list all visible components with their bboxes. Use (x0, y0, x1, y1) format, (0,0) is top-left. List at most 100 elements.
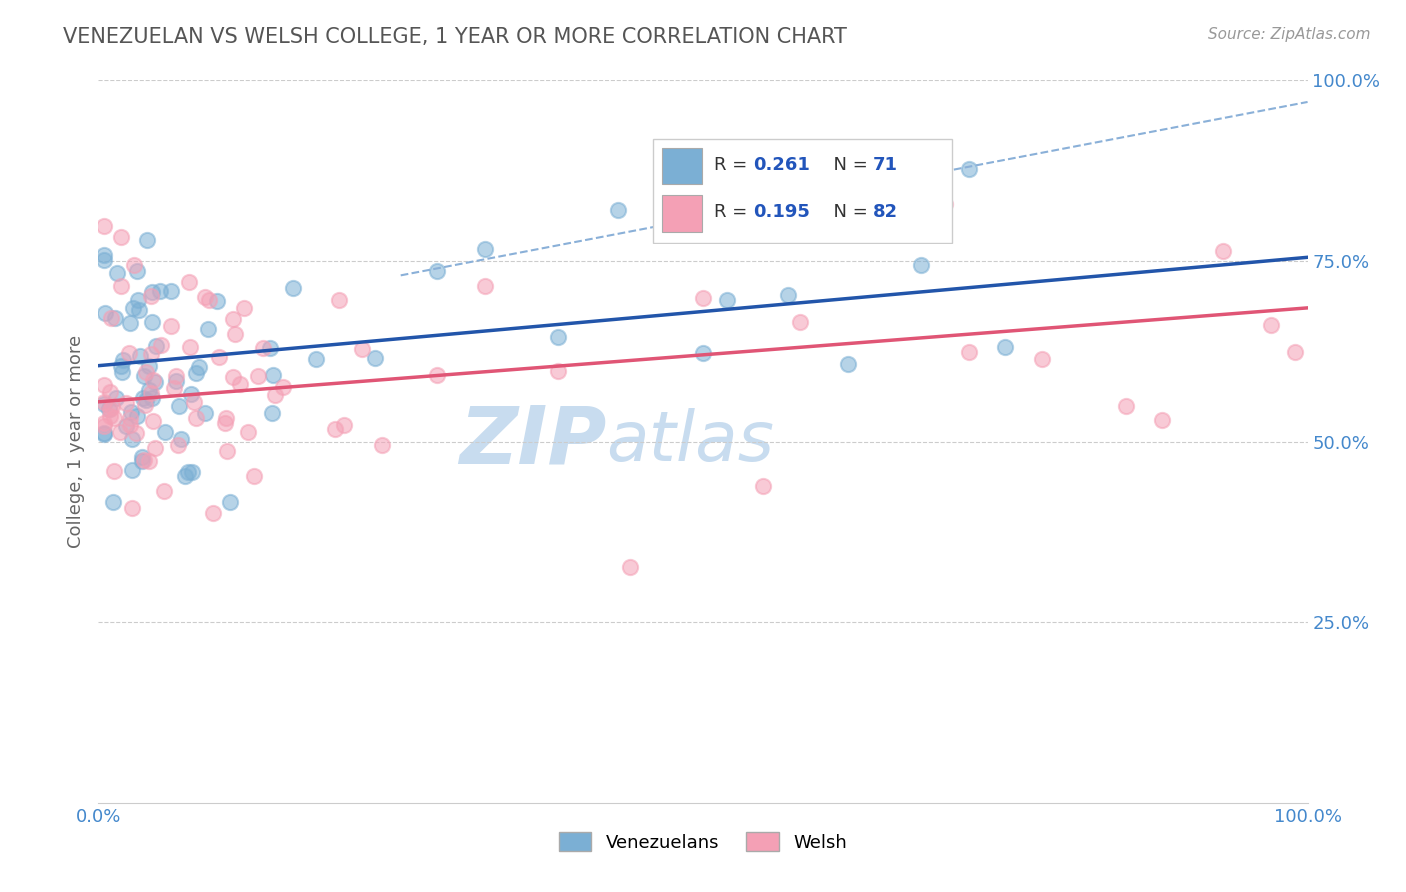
Point (619, 560, 641, 574)
Point (371, 438, 394, 452)
Point (110, 229, 132, 244)
Point (194, 290, 217, 304)
Point (259, 342, 281, 356)
Point (93, 418, 115, 433)
Point (141, 414, 163, 428)
Point (139, 386, 162, 401)
Point (233, 301, 256, 315)
Point (104, 391, 127, 405)
Point (333, 418, 356, 433)
Point (789, 315, 811, 329)
Point (197, 322, 219, 336)
Point (1031, 352, 1053, 367)
Point (692, 291, 714, 305)
Point (179, 340, 201, 354)
Point (121, 432, 143, 446)
Point (873, 183, 896, 197)
Point (143, 376, 166, 390)
Point (159, 318, 181, 333)
Point (934, 197, 956, 211)
Point (98, 401, 121, 416)
Point (101, 495, 124, 509)
Point (149, 338, 172, 352)
Point (426, 264, 449, 278)
Point (243, 468, 266, 483)
Point (271, 380, 294, 394)
Point (129, 349, 152, 363)
Point (217, 444, 239, 458)
Point (957, 161, 980, 176)
Point (957, 344, 980, 359)
Text: 0.195: 0.195 (754, 203, 810, 221)
Point (222, 370, 245, 384)
Point (281, 281, 304, 295)
Point (135, 366, 157, 380)
Point (97, 401, 120, 416)
Point (118, 410, 141, 425)
Point (180, 465, 202, 479)
Point (177, 465, 200, 479)
Point (138, 454, 160, 468)
Point (107, 266, 129, 280)
Point (205, 293, 228, 308)
Point (328, 293, 350, 307)
Point (1284, 345, 1306, 359)
Point (474, 278, 496, 293)
Point (202, 506, 225, 520)
Point (262, 368, 284, 382)
Point (101, 400, 124, 414)
Point (121, 501, 143, 516)
Point (994, 340, 1017, 354)
Point (692, 346, 714, 360)
Point (1115, 399, 1137, 413)
Point (323, 422, 346, 436)
Point (127, 264, 149, 278)
Point (94, 306, 117, 320)
Text: R =: R = (714, 203, 752, 221)
Point (215, 411, 238, 425)
Point (184, 411, 207, 425)
Point (236, 425, 259, 439)
Point (262, 406, 284, 420)
Point (103, 465, 125, 479)
Point (103, 411, 125, 425)
Point (1212, 244, 1234, 259)
Point (93, 253, 115, 268)
Point (93, 378, 115, 392)
Point (165, 374, 187, 388)
Point (93, 248, 115, 262)
Text: Source: ZipAtlas.com: Source: ZipAtlas.com (1208, 27, 1371, 42)
Point (837, 357, 859, 371)
Point (166, 438, 188, 452)
Point (607, 203, 630, 218)
Point (247, 368, 270, 383)
Point (139, 288, 162, 302)
Point (110, 359, 132, 374)
Text: N =: N = (823, 203, 873, 221)
Point (1260, 318, 1282, 333)
Y-axis label: College, 1 year or more: College, 1 year or more (66, 335, 84, 548)
Point (132, 453, 155, 467)
Text: atlas: atlas (606, 408, 775, 475)
Point (127, 293, 149, 307)
Point (104, 311, 127, 326)
Point (128, 302, 150, 317)
Point (118, 316, 141, 330)
Point (121, 463, 143, 477)
Point (141, 391, 163, 405)
Text: 0.261: 0.261 (754, 156, 810, 174)
Point (141, 285, 163, 299)
Point (110, 278, 132, 293)
Point (264, 388, 287, 402)
Point (149, 284, 172, 298)
Point (364, 351, 387, 365)
Point (132, 392, 155, 406)
Text: VENEZUELAN VS WELSH COLLEGE, 1 YEAR OR MORE CORRELATION CHART: VENEZUELAN VS WELSH COLLEGE, 1 YEAR OR M… (63, 27, 848, 46)
Point (229, 376, 252, 391)
Point (93, 425, 115, 440)
Point (138, 384, 160, 398)
Point (188, 359, 211, 374)
Point (224, 326, 246, 341)
Point (180, 386, 202, 401)
Point (219, 495, 242, 509)
